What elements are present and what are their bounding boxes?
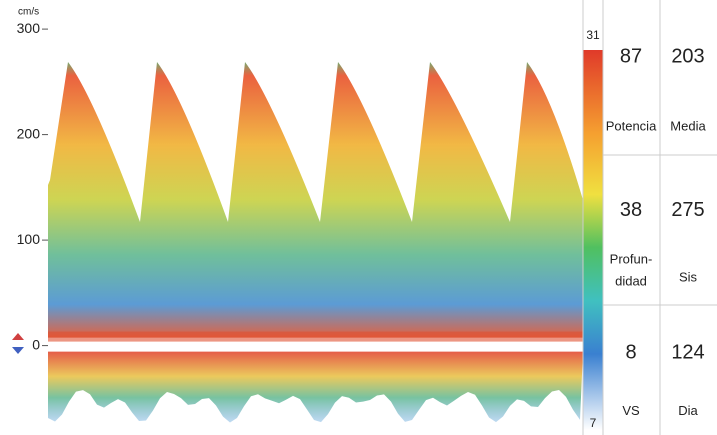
spectrum xyxy=(48,62,583,422)
baseline-band xyxy=(48,332,583,342)
readout-value: 203 xyxy=(671,46,704,68)
readout-label: Media xyxy=(670,119,706,134)
readout-value: 38 xyxy=(620,199,642,221)
display: 31 7 cm/s 0 100 200 300 87 Potencia 203 Media 38… xyxy=(0,0,717,435)
direction-marker xyxy=(12,347,24,354)
readout-label: Dia xyxy=(678,403,698,418)
readout-label: didad xyxy=(615,273,647,288)
axis-unit: cm/s xyxy=(18,7,39,18)
direction-marker xyxy=(12,333,24,340)
y-tick-label: 0 xyxy=(32,336,40,352)
doppler-screen: 31 7 cm/s 0 100 200 300 87 Potencia 203 Media 38… xyxy=(0,0,717,435)
scale-max: 31 xyxy=(586,28,600,42)
y-tick-label: 200 xyxy=(17,125,41,141)
readout-label: Potencia xyxy=(606,119,657,134)
y-tick-label: 300 xyxy=(17,20,41,36)
readout-value: 87 xyxy=(620,46,642,68)
y-tick-label: 100 xyxy=(17,231,41,247)
readout-label: Profun- xyxy=(610,251,653,266)
readout-value: 124 xyxy=(671,341,704,363)
scale-min: 7 xyxy=(590,416,597,430)
color-bar xyxy=(583,50,603,430)
reverse-flow xyxy=(48,352,583,423)
readout-value: 8 xyxy=(625,341,636,363)
readout-label: Sis xyxy=(679,269,698,284)
readout-value: 275 xyxy=(671,199,704,221)
readout-label: VS xyxy=(622,403,640,418)
spectrum-envelope xyxy=(48,62,583,338)
